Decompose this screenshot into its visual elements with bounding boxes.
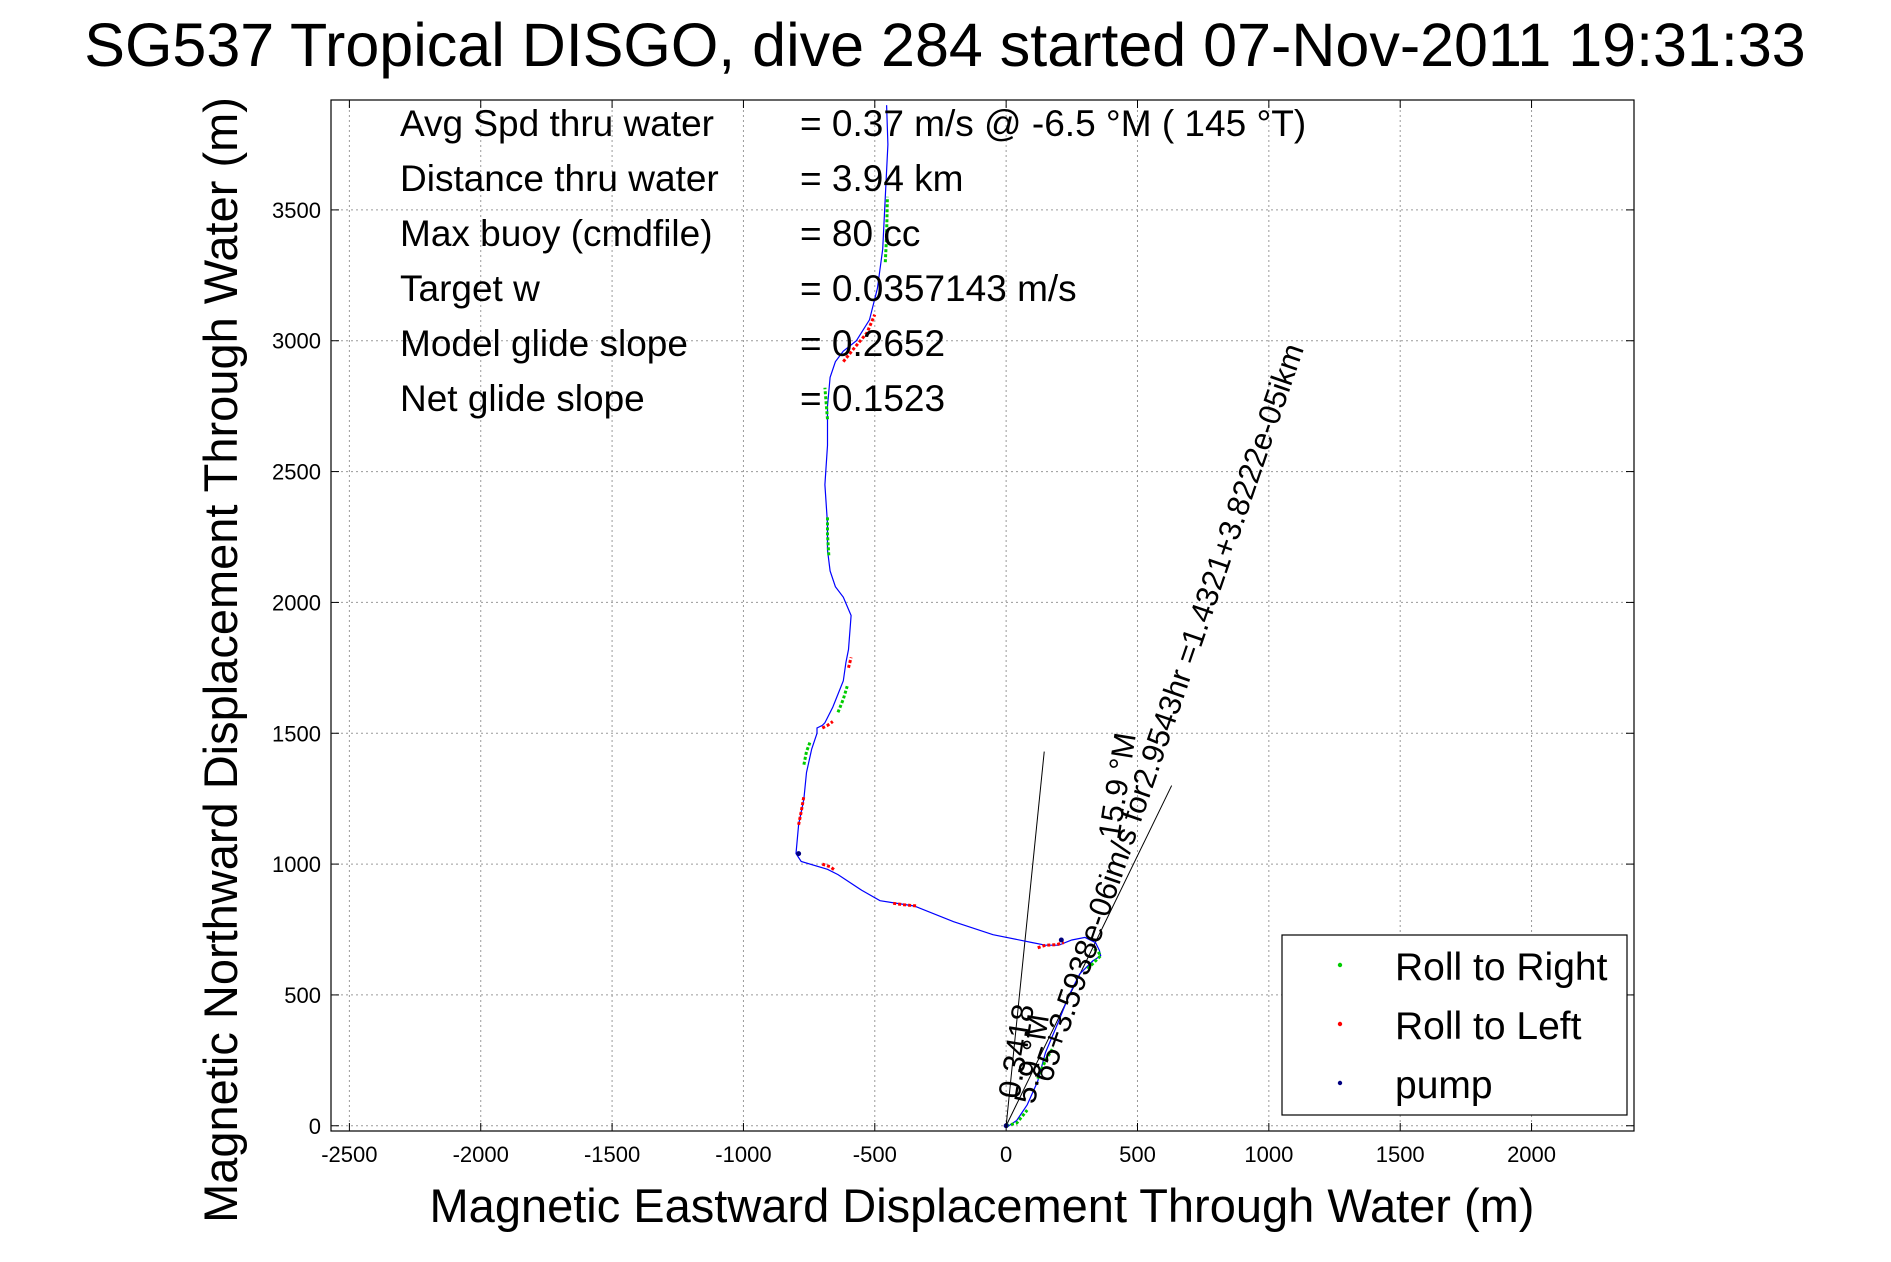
x-tick-label: -1500 xyxy=(584,1142,640,1167)
roll-right-marker xyxy=(1086,946,1103,970)
legend-label-pump: pump xyxy=(1395,1064,1493,1107)
y-tick-label: 500 xyxy=(284,983,321,1008)
y-ticks: 0 500 1000 1500 2000 2500 3000 3500 xyxy=(272,198,1634,1139)
roll-left-marker xyxy=(893,901,917,908)
stat-label: Target w xyxy=(400,268,540,309)
roll-left-marker xyxy=(821,720,834,730)
pump-marker xyxy=(796,851,802,857)
x-tick-label: -500 xyxy=(853,1142,897,1167)
stat-label: Distance thru water xyxy=(400,158,719,199)
chart-title: SG537 Tropical DISGO, dive 284 started 0… xyxy=(84,11,1805,79)
pump-marker xyxy=(1058,937,1064,943)
x-tick-label: -1000 xyxy=(715,1142,771,1167)
plot-area: -2500 -2000 -1500 -1000 -500 0 500 1000 1500 2000… xyxy=(272,99,1635,1167)
stat-value: = 80 cc xyxy=(800,213,920,254)
heading-line xyxy=(1005,785,1173,1126)
legend-marker-roll-right xyxy=(1337,962,1343,968)
x-tick-label: 0 xyxy=(1000,1142,1012,1167)
heading-lines xyxy=(1005,751,1173,1126)
y-tick-label: 2500 xyxy=(272,460,321,485)
x-tick-label: 1000 xyxy=(1244,1142,1293,1167)
y-axis-label: Magnetic Northward Displacement Through … xyxy=(194,97,247,1223)
roll-left-marker xyxy=(842,314,877,363)
stat-value: = 0.37 m/s @ -6.5 °M ( 145 °T) xyxy=(800,103,1306,144)
stat-value: = 3.94 km xyxy=(800,158,964,199)
roll-right-marker xyxy=(883,196,889,263)
y-tick-label: 3000 xyxy=(272,329,321,354)
stat-label: Max buoy (cmdfile) xyxy=(400,213,713,254)
legend: Roll to Right Roll to Left pump xyxy=(1281,934,1628,1116)
y-tick-label: 2000 xyxy=(272,590,321,615)
x-axis-label: Magnetic Eastward Displacement Through W… xyxy=(430,1179,1535,1232)
legend-marker-roll-left xyxy=(1337,1021,1343,1027)
legend-marker-pump xyxy=(1337,1080,1343,1086)
x-tick-label: -2000 xyxy=(453,1142,509,1167)
roll-left-marker xyxy=(1037,941,1065,950)
y-tick-label: 3500 xyxy=(272,198,321,223)
y-tick-label: 1500 xyxy=(272,721,321,746)
stat-label: Net glide slope xyxy=(400,378,645,419)
x-tick-label: 1500 xyxy=(1376,1142,1425,1167)
stat-value: = 0.2652 xyxy=(800,323,945,364)
x-tick-label: 500 xyxy=(1119,1142,1156,1167)
stats-block: Avg Spd thru water = 0.37 m/s @ -6.5 °M (… xyxy=(400,103,1306,419)
roll-right-marker xyxy=(1005,1109,1029,1128)
legend-label-roll-left: Roll to Left xyxy=(1395,1005,1582,1048)
y-tick-label: 0 xyxy=(309,1114,321,1139)
x-tick-label: -2500 xyxy=(321,1142,377,1167)
x-tick-label: 2000 xyxy=(1507,1142,1556,1167)
x-ticks: -2500 -2000 -1500 -1000 -500 0 500 1000 1500 2000 xyxy=(321,100,1556,1167)
track-path xyxy=(795,105,1102,1127)
track-line xyxy=(795,105,1102,1127)
stat-value: = 0.1523 xyxy=(800,378,945,419)
stat-label: Model glide slope xyxy=(400,323,688,364)
roll-left-marker xyxy=(821,862,837,872)
roll-right-marker xyxy=(823,387,829,420)
heading-line xyxy=(1005,751,1045,1126)
grid-lines xyxy=(331,100,1634,1131)
roll-left-marker xyxy=(847,657,853,669)
roll-right-marker xyxy=(826,516,831,556)
roll-right-marker xyxy=(1036,1046,1055,1080)
stat-value: = 0.0357143 m/s xyxy=(800,268,1077,309)
stat-label: Avg Spd thru water xyxy=(400,103,714,144)
markers xyxy=(796,196,1103,1129)
legend-label-roll-right: Roll to Right xyxy=(1395,946,1608,989)
roll-right-marker xyxy=(802,740,812,765)
y-tick-label: 1000 xyxy=(272,852,321,877)
